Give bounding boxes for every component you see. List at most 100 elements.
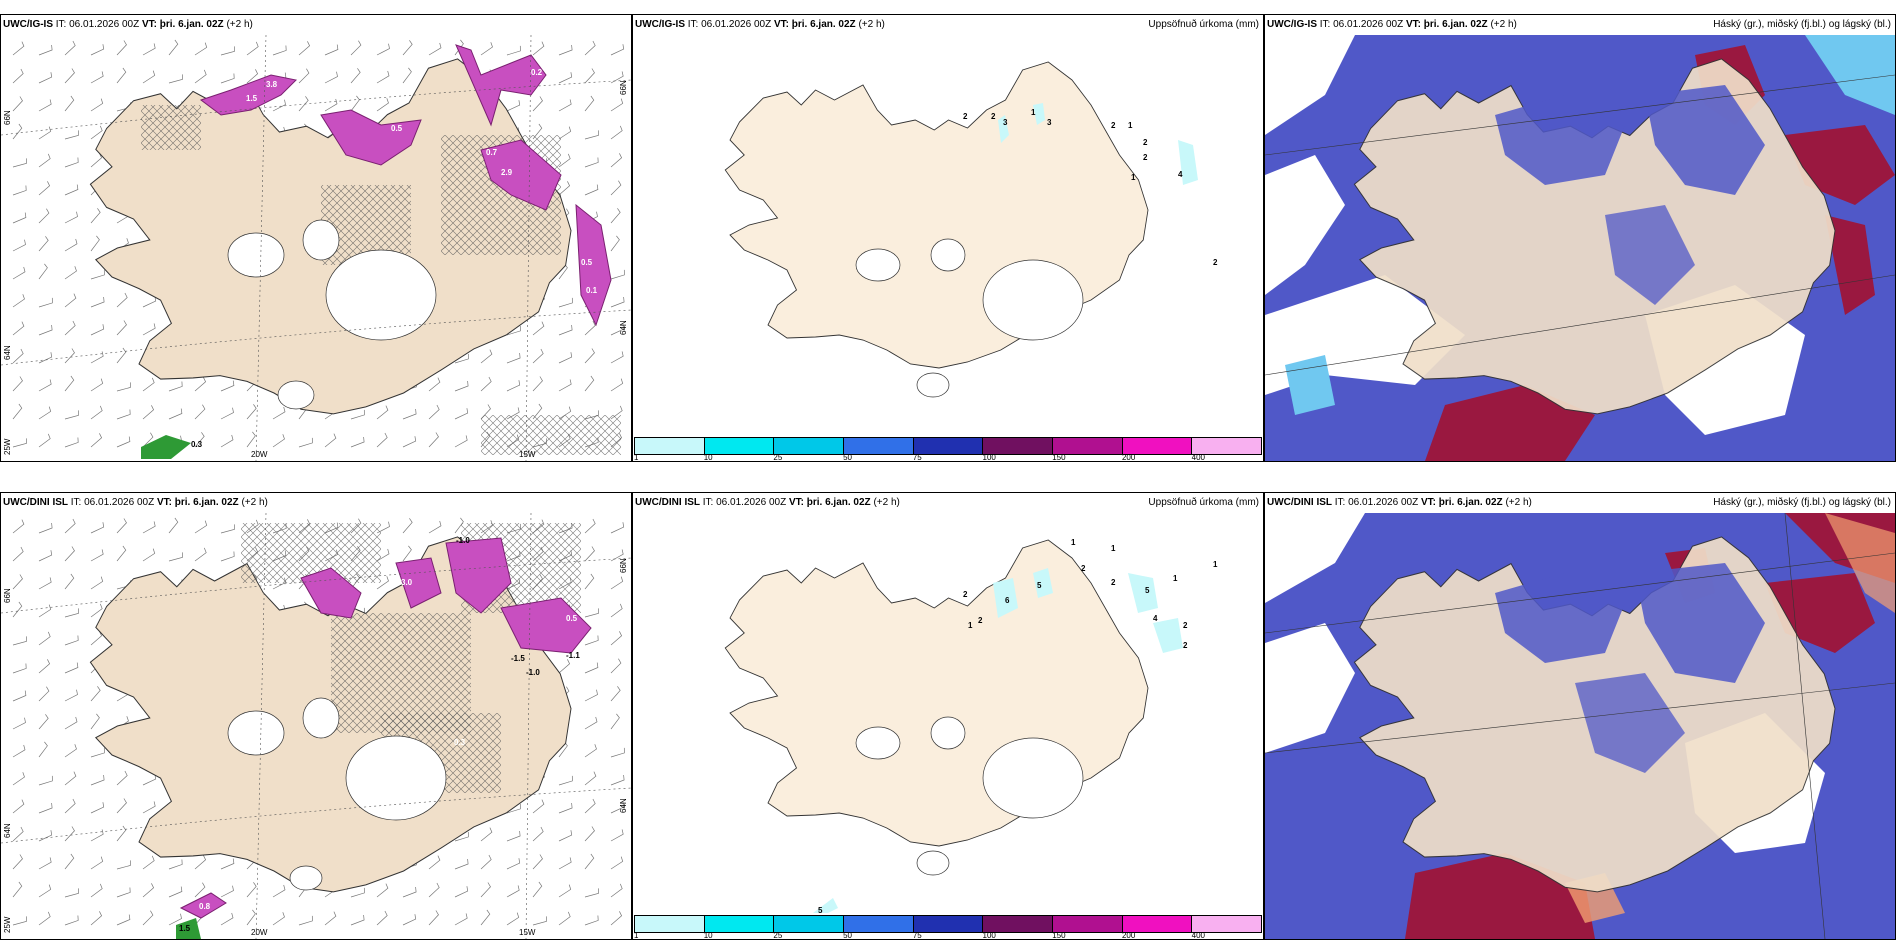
panel-accum-precip-dini: UWC/DINI ISL IT: 06.01.2026 00Z VT: þri.… bbox=[632, 492, 1264, 940]
wind-barb bbox=[584, 130, 599, 140]
lead-time: (+2 h) bbox=[226, 19, 253, 30]
wind-barb bbox=[38, 72, 53, 84]
colorbar-tick: 10 bbox=[703, 931, 713, 940]
wind-barb bbox=[38, 550, 53, 562]
wind-barb bbox=[506, 380, 521, 392]
wind-barb bbox=[38, 236, 49, 252]
colorbar-cell bbox=[913, 438, 984, 454]
wind-barb bbox=[532, 321, 545, 336]
wind-barb bbox=[454, 353, 469, 364]
wind-barb bbox=[220, 551, 235, 562]
wind-barb bbox=[584, 348, 595, 364]
colorbar-tick: 150 bbox=[1052, 931, 1066, 940]
colorbar-cell bbox=[704, 438, 775, 454]
wind-barb bbox=[12, 68, 24, 84]
wind-barb bbox=[142, 548, 156, 562]
wind-barb bbox=[610, 883, 623, 898]
wind-barb bbox=[142, 377, 155, 392]
svg-text:2: 2 bbox=[1183, 641, 1188, 650]
panel-header: UWC/IG-IS IT: 06.01.2026 00Z VT: þri. 6.… bbox=[633, 15, 1263, 35]
wind-barb bbox=[428, 404, 440, 420]
wind-barb bbox=[584, 853, 595, 870]
wind-barb bbox=[38, 406, 52, 420]
svg-text:2: 2 bbox=[1183, 621, 1188, 630]
svg-text:2: 2 bbox=[1213, 258, 1218, 267]
wind-barb bbox=[480, 882, 491, 898]
wind-barb bbox=[610, 686, 621, 702]
wind-barb bbox=[246, 431, 256, 448]
wind-barb bbox=[532, 96, 543, 112]
panel-title: Háský (gr.), miðský (fj.bl.) og lágský (… bbox=[1713, 497, 1891, 508]
wind-barb bbox=[220, 912, 234, 926]
panel-precip-type-dini: UWC/DINI ISL IT: 06.01.2026 00Z VT: þri.… bbox=[0, 492, 632, 940]
wind-barb bbox=[142, 70, 156, 84]
wind-barb bbox=[90, 71, 104, 84]
precip-map: 1 1 2 2 5 6 2 1 1 2 5 4 2 2 1 5 bbox=[633, 513, 1263, 939]
wind-barb bbox=[142, 405, 155, 420]
wind-barb bbox=[584, 573, 595, 590]
colorbar-tick: 200 bbox=[1121, 931, 1136, 940]
map-area bbox=[1265, 35, 1895, 461]
wind-barb bbox=[90, 883, 103, 898]
map-area: 1 1 2 2 5 6 2 1 1 2 5 4 2 2 1 5 bbox=[633, 513, 1263, 939]
wind-barb bbox=[506, 803, 521, 814]
wind-barb bbox=[584, 184, 599, 196]
wind-barb bbox=[324, 433, 337, 448]
wind-barb bbox=[246, 69, 259, 84]
wind-barb bbox=[454, 886, 469, 898]
panel-header: UWC/IG-IS IT: 06.01.2026 00Z VT: þri. 6.… bbox=[1265, 15, 1895, 35]
it-value: 06.01.2026 00Z bbox=[701, 19, 772, 30]
wind-barb bbox=[64, 437, 79, 448]
panel-clouds-igis: UWC/IG-IS IT: 06.01.2026 00Z VT: þri. 6.… bbox=[1264, 14, 1896, 462]
panel-header: UWC/DINI ISL IT: 06.01.2026 00Z VT: þri.… bbox=[1, 493, 631, 513]
wind-barb bbox=[610, 44, 625, 56]
map-area: 2 3 2 1 3 2 1 2 2 4 1 2 1 bbox=[633, 35, 1263, 461]
wind-barb bbox=[90, 235, 100, 252]
wind-barb bbox=[90, 98, 104, 112]
colorbar-cell bbox=[844, 438, 914, 454]
colorbar-tick: 50 bbox=[843, 931, 853, 940]
wind-barb bbox=[64, 68, 75, 84]
wind-barb bbox=[38, 208, 50, 224]
wind-barb bbox=[610, 603, 623, 618]
wind-barb bbox=[480, 42, 493, 56]
wind-barb bbox=[506, 885, 520, 898]
wind-barb bbox=[168, 913, 182, 926]
wind-barb bbox=[454, 408, 469, 420]
wind-barb bbox=[480, 349, 493, 364]
wind-barb bbox=[584, 915, 599, 926]
wind-barb bbox=[584, 320, 596, 336]
it-value: 06.01.2026 00Z bbox=[1333, 19, 1404, 30]
model-name: UWC/IG-IS bbox=[3, 19, 53, 30]
svg-text:0.5: 0.5 bbox=[391, 124, 403, 133]
wind-barb bbox=[90, 713, 100, 730]
wind-barb bbox=[610, 911, 623, 926]
value-labels: 1 1 2 2 5 6 2 1 1 2 5 4 2 2 1 5 bbox=[818, 538, 1218, 915]
wind-barb bbox=[116, 798, 127, 814]
wind-barb bbox=[90, 686, 101, 702]
wind-barb bbox=[428, 377, 441, 392]
wind-barb bbox=[272, 406, 286, 420]
wind-barb bbox=[38, 324, 53, 336]
wind-barb bbox=[558, 802, 573, 814]
wind-barb bbox=[12, 690, 27, 702]
wind-barb bbox=[506, 100, 521, 112]
wind-barb bbox=[584, 157, 599, 168]
wind-barb bbox=[506, 45, 521, 56]
value-labels: 1.5 3.8 0.5 0.2 0.7 2.9 0.5 0.1 0.3 bbox=[191, 68, 598, 449]
wind-barb bbox=[12, 799, 25, 814]
wind-barb bbox=[428, 520, 442, 534]
svg-text:1: 1 bbox=[1131, 173, 1136, 182]
wind-barb bbox=[272, 45, 287, 56]
wind-barb bbox=[38, 44, 53, 56]
wind-barb bbox=[38, 802, 53, 814]
wind-barb bbox=[454, 380, 469, 392]
wind-barb bbox=[584, 744, 597, 758]
wind-barb bbox=[38, 522, 53, 534]
wind-barb bbox=[116, 770, 128, 786]
wind-barb bbox=[168, 552, 183, 562]
wind-barb bbox=[532, 41, 545, 56]
lead-time: (+2 h) bbox=[873, 497, 900, 508]
svg-text:-1.0: -1.0 bbox=[456, 536, 470, 545]
wind-barb bbox=[428, 882, 440, 898]
